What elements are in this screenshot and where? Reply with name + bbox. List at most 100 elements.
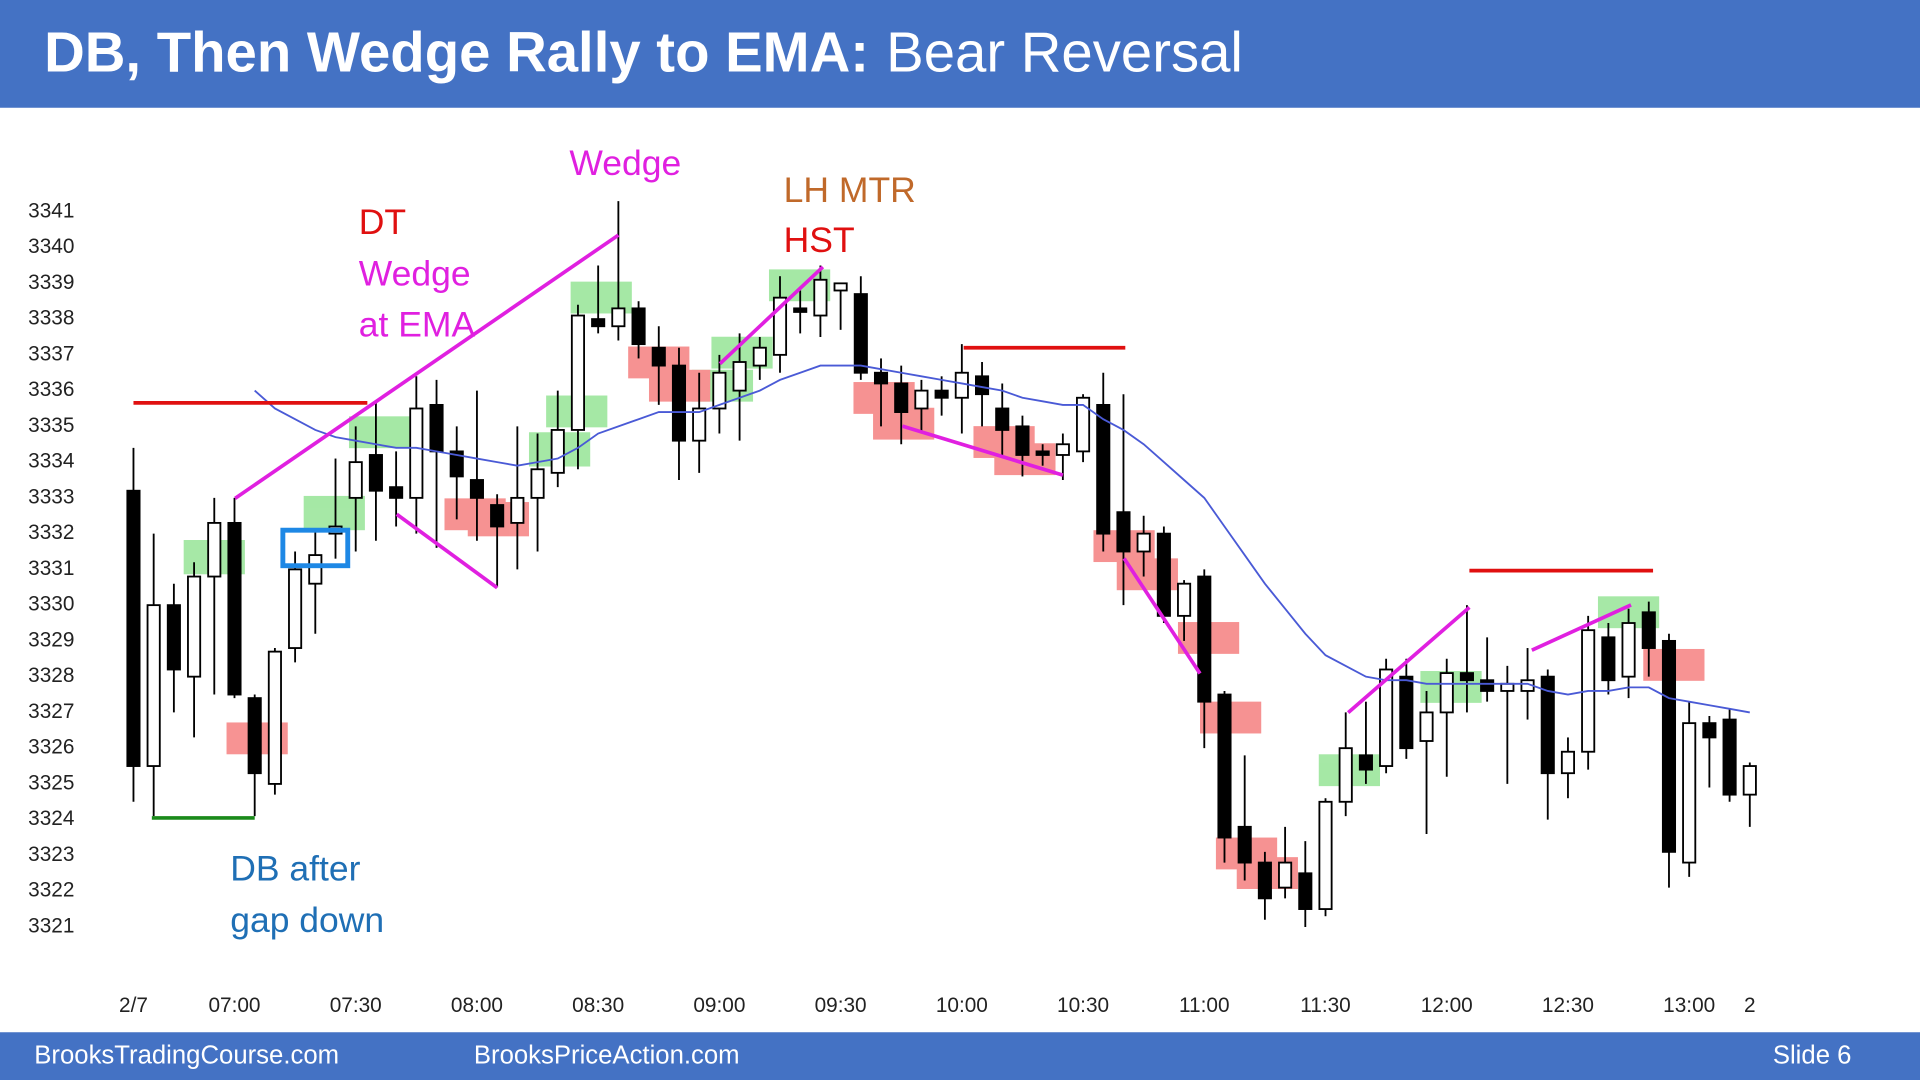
candle-body xyxy=(308,554,323,585)
y-tick-label: 3325 xyxy=(28,771,74,794)
candle-body xyxy=(651,346,666,367)
x-tick-label: 07:00 xyxy=(208,994,260,1017)
candle-body xyxy=(692,407,707,442)
candle-body xyxy=(1500,682,1515,692)
candle-body xyxy=(1621,622,1636,678)
candle-body xyxy=(712,371,727,410)
y-tick-label: 3324 xyxy=(28,807,74,830)
candle-body xyxy=(793,307,808,313)
y-tick-label: 3336 xyxy=(28,378,74,401)
candle-body xyxy=(934,389,949,399)
annotation: HST xyxy=(784,220,855,260)
y-tick-label: 3328 xyxy=(28,664,74,687)
x-tick-label: 12:30 xyxy=(1542,994,1594,1017)
candle-body xyxy=(1318,800,1333,910)
candle-body xyxy=(894,382,909,413)
candle-body xyxy=(510,496,525,524)
y-tick-label: 3332 xyxy=(28,521,74,544)
candle-body xyxy=(348,461,363,499)
y-tick-label: 3329 xyxy=(28,628,74,651)
title-rest: Bear Reversal xyxy=(886,20,1243,83)
y-tick-label: 3327 xyxy=(28,700,74,723)
candle-body xyxy=(1096,403,1111,535)
candle-body xyxy=(1682,722,1697,864)
footer-left: BrooksTradingCourse.com xyxy=(34,1042,339,1070)
x-tick-label: 09:00 xyxy=(693,994,745,1017)
y-tick-label: 3337 xyxy=(28,342,74,365)
candle-body xyxy=(752,346,767,367)
footer-bar xyxy=(0,1032,1920,1080)
candle-body xyxy=(1035,450,1050,456)
candle-body xyxy=(469,479,484,499)
ema-line xyxy=(254,364,1750,714)
drawn-lines xyxy=(133,233,1654,820)
candle-body xyxy=(591,318,606,328)
candle-body xyxy=(1197,575,1212,703)
x-tick-label: 11:00 xyxy=(1179,994,1230,1017)
y-tick-label: 3323 xyxy=(28,843,74,866)
candle-body xyxy=(126,489,141,767)
candle-body xyxy=(1560,750,1575,775)
candle-body xyxy=(914,389,929,410)
candle-body xyxy=(368,454,383,492)
candle-body xyxy=(1722,718,1737,796)
candle-body xyxy=(1742,765,1757,796)
candle-body xyxy=(873,371,889,385)
x-tick-label: 13:00 xyxy=(1663,994,1715,1017)
slide-title: DB, Then Wedge Rally to EMA: Bear Reversa… xyxy=(44,20,1243,83)
candle-body xyxy=(954,371,969,399)
y-tick-label: 3341 xyxy=(28,199,74,222)
x-tick-label: 09:30 xyxy=(815,994,867,1017)
y-tick-label: 3339 xyxy=(28,271,74,294)
y-tick-label: 3322 xyxy=(28,879,74,902)
annotation: gap down xyxy=(230,900,384,940)
highlights xyxy=(183,269,1705,889)
annotation: LH MTR xyxy=(784,170,916,210)
candle-body xyxy=(187,575,202,678)
footer-center: BrooksPriceAction.com xyxy=(474,1042,740,1070)
candle-body xyxy=(1480,679,1495,692)
candle-body xyxy=(1399,675,1414,750)
candle-body xyxy=(1459,672,1474,682)
candle-body xyxy=(732,361,747,392)
title-bold: DB, Then Wedge Rally to EMA: xyxy=(44,20,869,83)
y-tick-label: 3331 xyxy=(28,557,74,580)
candle-body xyxy=(409,407,424,499)
x-tick-label: 10:00 xyxy=(936,994,988,1017)
candle-body xyxy=(611,307,626,328)
annotation: Wedge xyxy=(359,253,471,293)
annotation: Wedge xyxy=(569,143,681,183)
candle-body xyxy=(1338,747,1353,803)
candle-body xyxy=(1379,668,1394,767)
candle-body xyxy=(166,604,181,671)
candle-body xyxy=(1298,872,1313,910)
x-tick-label: 08:00 xyxy=(451,994,503,1017)
candle-body xyxy=(207,521,222,578)
candle-body xyxy=(1601,636,1616,682)
candle-body xyxy=(1055,443,1070,456)
candle-body xyxy=(1641,611,1656,649)
candle-body xyxy=(247,697,262,775)
candle-body xyxy=(1257,861,1272,900)
candle-body xyxy=(853,293,868,374)
x-tick-label: 2/7 xyxy=(119,994,148,1017)
candle-body xyxy=(1278,861,1293,889)
candle-body xyxy=(1156,532,1171,617)
candle-body xyxy=(490,504,505,528)
candle-body xyxy=(813,278,828,317)
candle-body xyxy=(1358,754,1373,771)
annotation: DT xyxy=(359,202,406,242)
x-tick-label: 2 xyxy=(1744,994,1756,1017)
candle-body xyxy=(449,450,464,478)
candle-body xyxy=(429,403,444,453)
y-tick-label: 3330 xyxy=(28,593,74,616)
x-tick-label: 10:30 xyxy=(1057,994,1109,1017)
y-tick-label: 3326 xyxy=(28,736,74,759)
candle-body xyxy=(1419,711,1434,742)
candle-body xyxy=(146,604,161,767)
candle-body xyxy=(1015,425,1030,456)
candle-body xyxy=(550,429,565,474)
candle-body xyxy=(1136,532,1151,553)
